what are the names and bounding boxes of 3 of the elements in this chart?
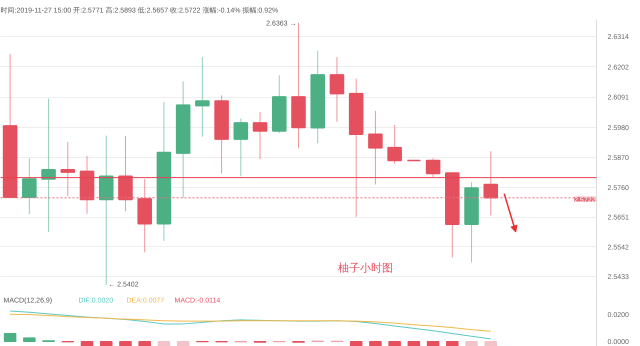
annotation: 柚子小时图 bbox=[338, 262, 393, 274]
line-series bbox=[10, 310, 492, 340]
line-series bbox=[10, 314, 492, 332]
